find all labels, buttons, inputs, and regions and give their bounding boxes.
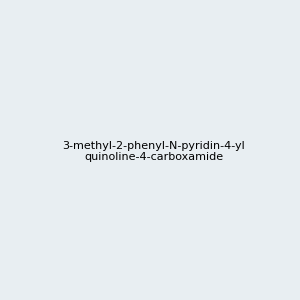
Text: 3-methyl-2-phenyl-N-pyridin-4-yl
quinoline-4-carboxamide: 3-methyl-2-phenyl-N-pyridin-4-yl quinoli… [62, 141, 245, 162]
